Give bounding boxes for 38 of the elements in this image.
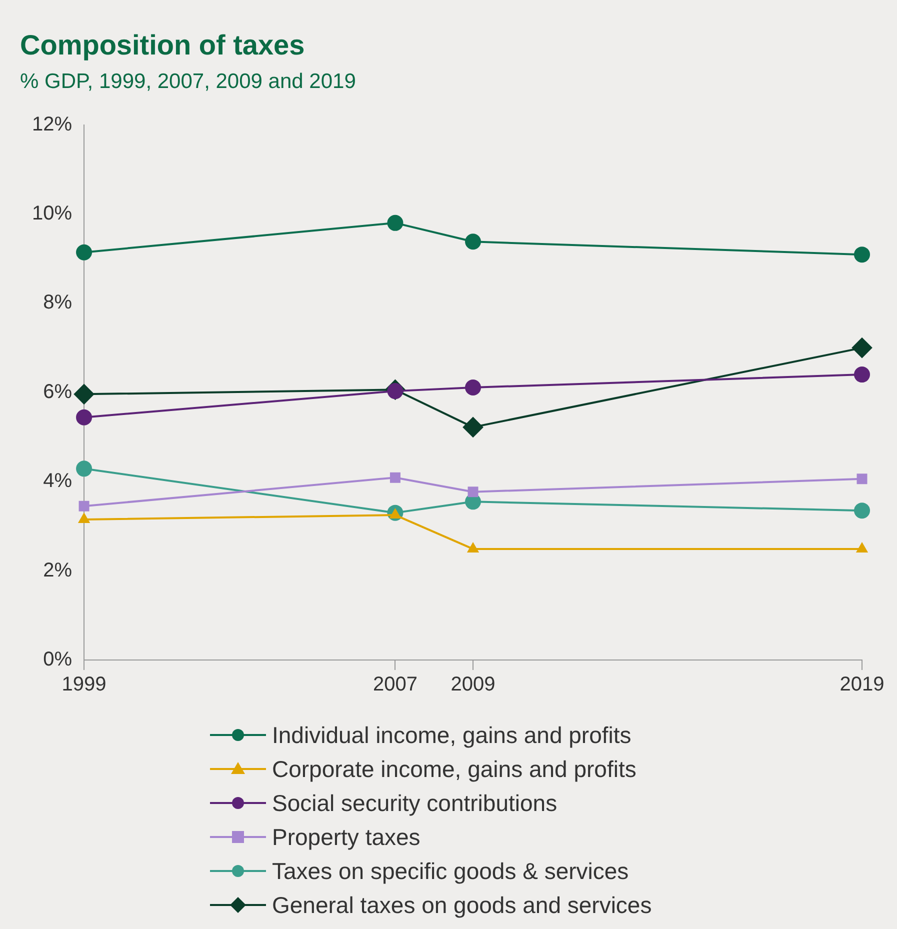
point xyxy=(465,379,482,396)
point xyxy=(463,417,484,438)
point xyxy=(468,542,478,552)
point xyxy=(78,500,90,512)
legend-label: Social security contributions xyxy=(272,790,558,816)
point xyxy=(76,460,92,477)
x-tick-label: 1999 xyxy=(62,674,106,696)
legend-label: Property taxes xyxy=(272,824,420,850)
x-tick-label: 2007 xyxy=(372,674,418,696)
x-tick-label: 2019 xyxy=(840,674,884,696)
point xyxy=(76,409,92,426)
point xyxy=(854,246,870,263)
point xyxy=(74,384,94,404)
point xyxy=(76,244,92,260)
legend-label: General taxes on goods and services xyxy=(272,892,652,918)
point xyxy=(387,214,404,231)
y-tick-label: 8% xyxy=(43,292,72,314)
point xyxy=(856,474,868,484)
point xyxy=(78,514,90,524)
y-tick-label: 12% xyxy=(32,113,72,136)
point xyxy=(390,472,400,483)
chart-title: Composition of taxes xyxy=(20,30,305,61)
y-tick-label: 2% xyxy=(43,559,72,582)
point xyxy=(465,234,482,250)
point xyxy=(854,502,870,519)
y-tick-label: 4% xyxy=(43,470,72,492)
y-tick-label: 6% xyxy=(43,380,72,403)
legend-label: Individual income, gains and profits xyxy=(272,722,632,748)
y-tick-label: 10% xyxy=(32,202,72,225)
point xyxy=(856,542,868,552)
point xyxy=(852,338,872,358)
point xyxy=(854,366,870,383)
y-tick-label: 0% xyxy=(43,648,72,671)
chart-subtitle: % GDP, 1999, 2007, 2009 and 2019 xyxy=(20,70,356,93)
legend-label: Taxes on specific goods & services xyxy=(272,858,629,884)
x-tick-label: 2009 xyxy=(450,674,496,696)
legend-label: Corporate income, gains and profits xyxy=(272,756,636,782)
point xyxy=(468,486,478,498)
